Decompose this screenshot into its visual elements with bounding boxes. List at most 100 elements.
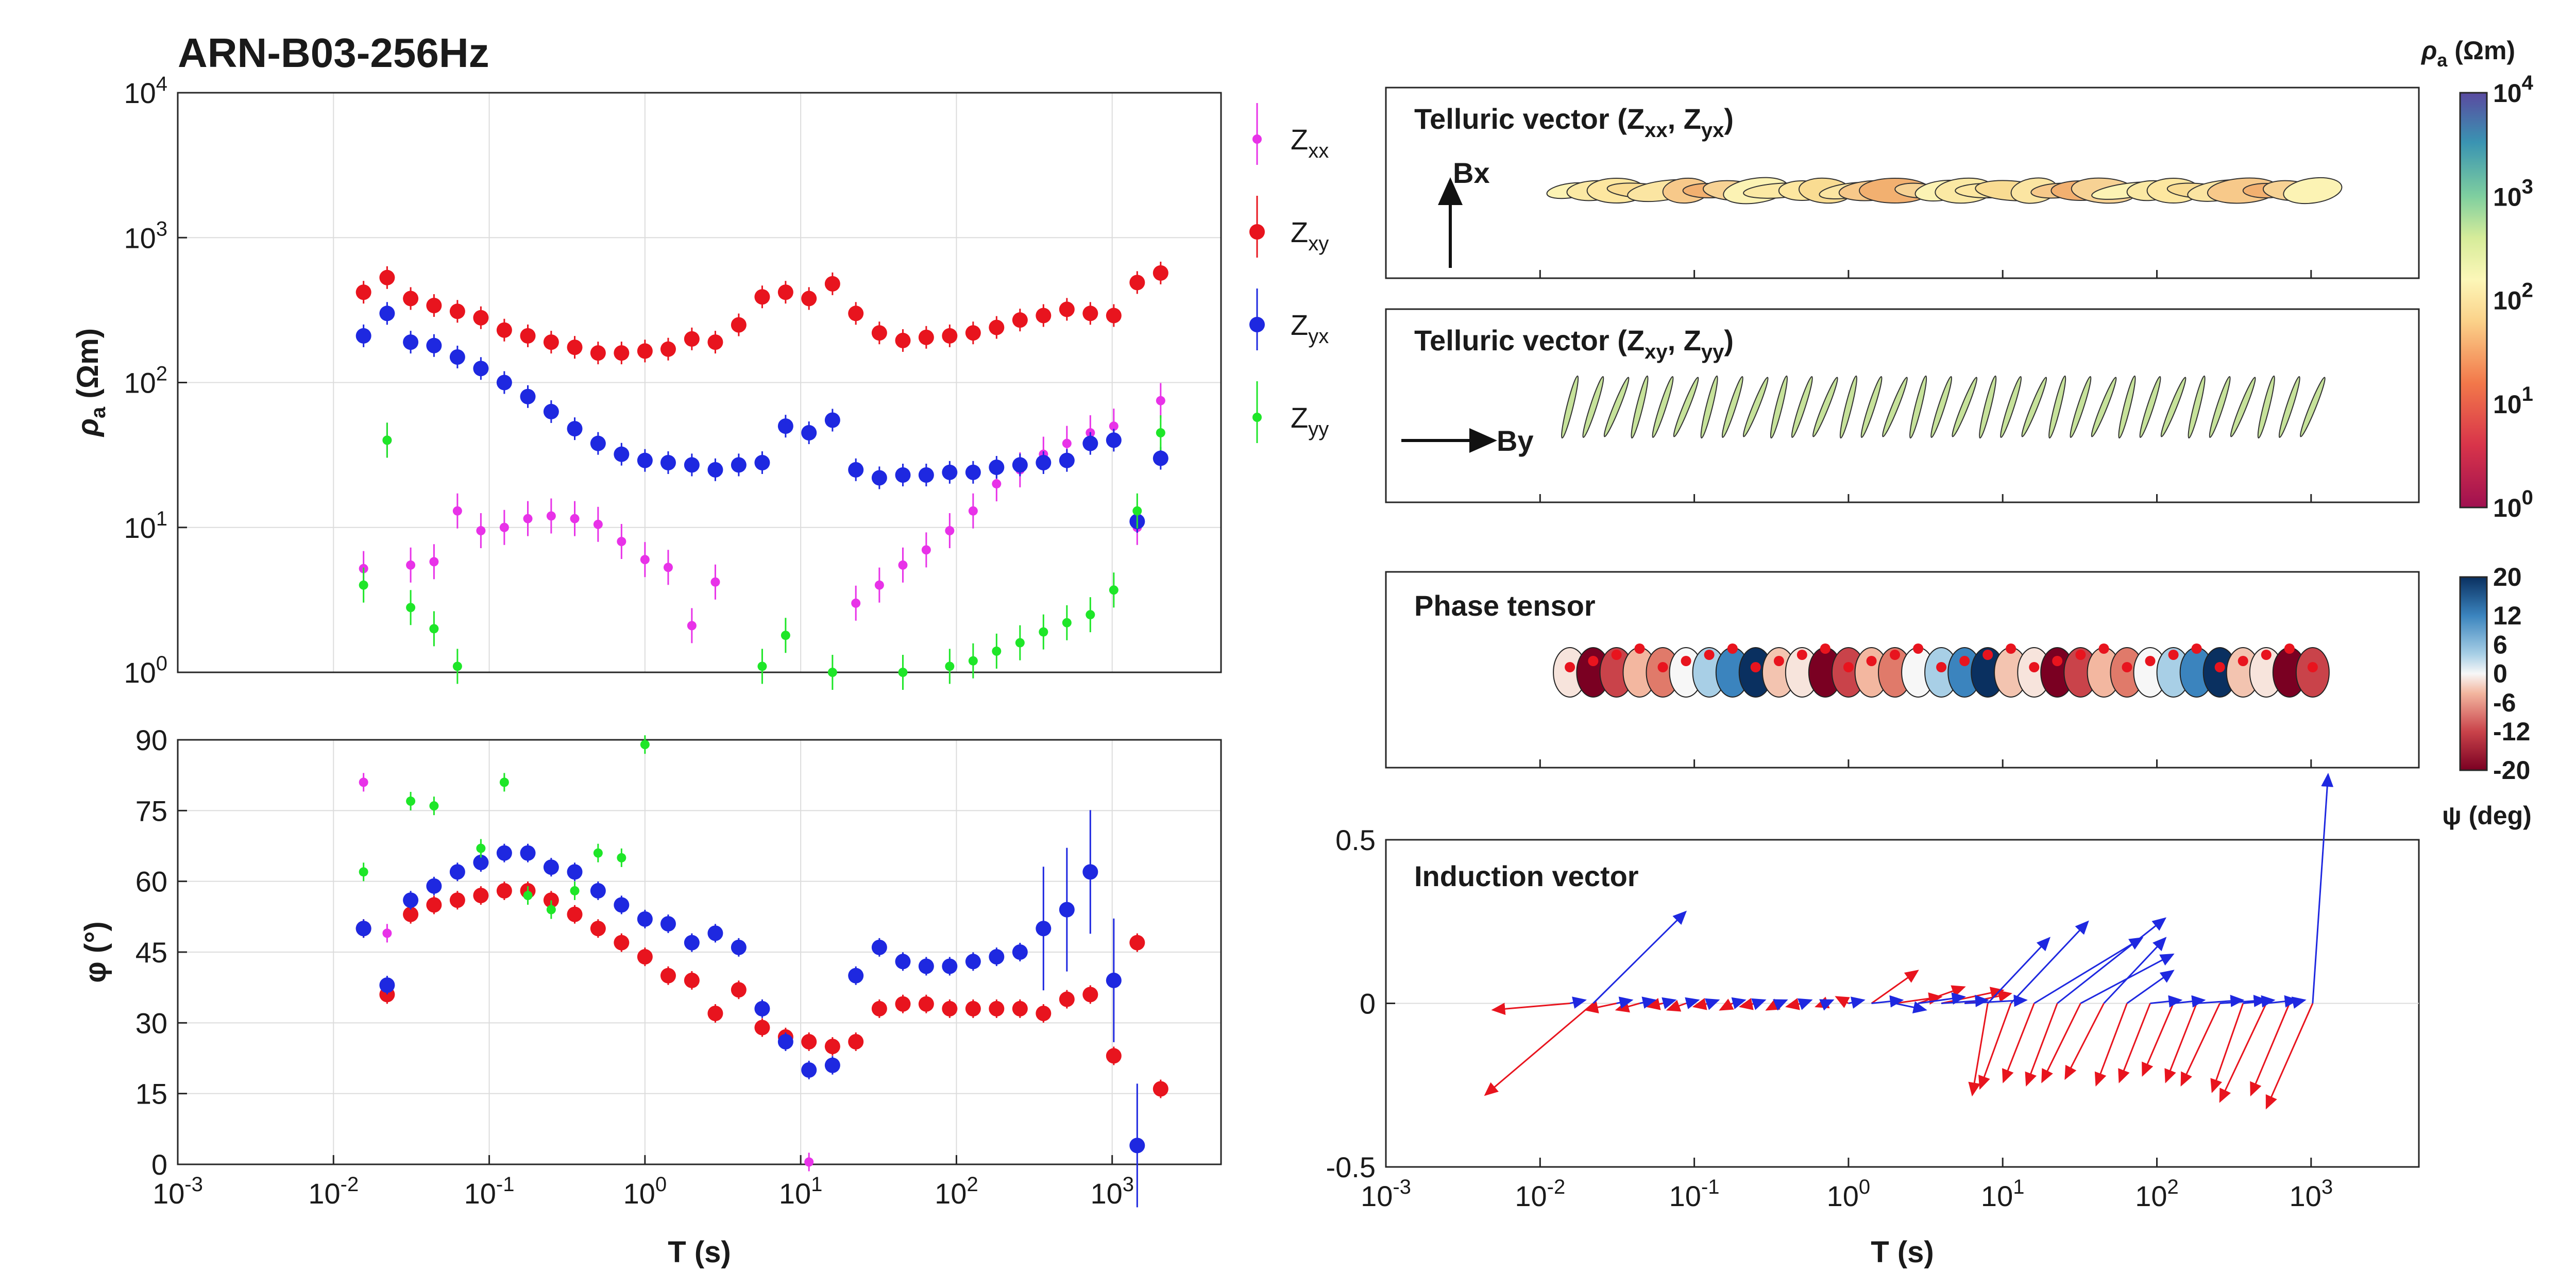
phase-point-Zxy	[754, 1020, 770, 1036]
induction-xlabel: T (s)	[1871, 1235, 1934, 1269]
by-label: By	[1497, 425, 1534, 457]
phase-tensor-marker	[1588, 656, 1599, 666]
phase-tensor-marker	[1889, 650, 1900, 660]
phase-ytick-label: 15	[135, 1078, 167, 1110]
telluric-ellipse-xy-yy	[1631, 375, 1649, 439]
rho-point-Zyy	[1015, 638, 1025, 648]
phase-xtick-label: 103	[1090, 1173, 1134, 1210]
rho-point-Zxy	[355, 284, 371, 300]
telluric-ellipse-xy-yy	[1979, 375, 1997, 439]
induction-vector-imag	[1848, 996, 1866, 1009]
phase-tensor-marker	[1820, 643, 1831, 654]
rho-point-Zyx	[426, 337, 442, 353]
rho-point-Zyx	[449, 349, 465, 365]
rho-point-Zyx	[824, 412, 840, 428]
rho-point-Zyx	[1153, 450, 1168, 466]
rho-colorbar-tick: 101	[2493, 383, 2533, 419]
induction-vector-real	[2210, 1003, 2244, 1093]
rho-point-Zyx	[496, 375, 512, 391]
induction-vector-imag	[1685, 997, 1700, 1009]
legend-label-Zyx: Zyx	[1291, 309, 1329, 348]
telluric-ellipse-xy-yy	[1770, 375, 1788, 439]
rho-point-Zyx	[355, 328, 371, 344]
rho-ytick-label: 100	[124, 652, 167, 689]
rho-point-Zyx	[543, 403, 559, 419]
phase-point-Zxy	[989, 1001, 1005, 1016]
induction-vector-real	[2025, 1003, 2058, 1087]
phase-tensor-marker	[1982, 650, 1993, 660]
rho-point-Zxx	[546, 511, 556, 521]
induction-vector-imag	[1941, 994, 1989, 1007]
rho-point-Zxx	[476, 526, 486, 536]
telluric-ellipse-xy-yy	[2209, 376, 2231, 438]
rho-point-Zyx	[1059, 452, 1075, 468]
induction-vector-real	[2180, 1003, 2221, 1087]
rho-point-Zyx	[614, 446, 630, 462]
rho-point-Zyx	[473, 361, 489, 377]
telluric-ellipse-xy-yy	[1742, 377, 1769, 437]
phase-point-Zxy	[1153, 1081, 1168, 1097]
telluric-ellipse-xy-yy	[2118, 375, 2136, 439]
phase-point-Zyx	[403, 892, 419, 908]
psi-colorbar-tick: 12	[2493, 601, 2522, 630]
phase-tensor-marker	[1959, 656, 1970, 666]
rho-point-Zxx	[710, 577, 720, 587]
rho-point-Zxy	[1012, 312, 1028, 328]
telluric-ellipse-xy-yy	[2278, 376, 2300, 438]
rho-point-Zyx	[1106, 432, 1122, 448]
phase-tensor-marker	[1797, 650, 1807, 660]
rho-point-Zxy	[637, 343, 653, 359]
telluric-ellipse-xy-yy	[2160, 377, 2187, 437]
phase-tensor-marker	[1773, 656, 1784, 666]
phase-tensor-marker	[2238, 656, 2248, 666]
phase-tensor-marker	[2307, 662, 2318, 672]
induction-vector-real	[2041, 1003, 2081, 1083]
rho-point-Zyy	[1086, 610, 1095, 620]
rho-point-Zxx	[1062, 438, 1072, 448]
induction-vector-real	[1871, 970, 1919, 1004]
rho-point-Zxy	[1059, 301, 1075, 317]
phase-tensor-marker	[2098, 643, 2109, 654]
phase-point-Zyy	[406, 796, 416, 806]
rho-point-Zxx	[921, 545, 931, 555]
rho-point-Zyx	[777, 418, 793, 434]
rho-point-Zyy	[452, 662, 462, 671]
rho-point-Zxy	[989, 319, 1005, 335]
induction-vector-real	[2219, 1003, 2267, 1103]
phase-point-Zyx	[379, 977, 395, 993]
rho-ytick-label: 103	[124, 217, 167, 254]
phase-ytick-label: 60	[135, 866, 167, 898]
phase-tensor-marker	[1936, 662, 1947, 672]
psi-colorbar-tick: -6	[2493, 688, 2516, 717]
induction-vector-real	[1484, 1003, 1594, 1096]
phase-ytick-label: 75	[135, 794, 167, 827]
rho-point-Zxy	[942, 328, 958, 344]
induction-vector-real	[2094, 1003, 2128, 1087]
rho-point-Zxx	[687, 621, 697, 631]
rho-point-Zyy	[898, 668, 908, 677]
induction-vector-real	[1584, 1001, 1617, 1013]
phase-xtick-label: 102	[935, 1173, 978, 1210]
psi-colorbar-bar	[2459, 576, 2488, 771]
rho-point-Zyy	[359, 580, 368, 590]
rho-point-Zyy	[968, 656, 978, 666]
rho-point-Zxy	[614, 345, 630, 361]
induction-vector-imag	[2243, 995, 2276, 1008]
phase-tensor-marker	[1866, 656, 1877, 666]
telluric-ellipse-xy-yy	[1561, 375, 1579, 439]
rho-point-Zyx	[965, 464, 981, 480]
phase-point-Zyx	[801, 1062, 817, 1078]
phase-point-Zxy	[543, 892, 559, 908]
phase-point-Zxy	[895, 996, 911, 1012]
induction-vector-imag	[1894, 1001, 1927, 1013]
tel2-frame	[1385, 308, 2420, 503]
rho-point-Zxx	[499, 522, 509, 532]
telluric-vector-xx-yx-panel: Telluric vector (Zxx, Zyx) Bx	[1385, 87, 2420, 279]
induction-vector-real	[2164, 1003, 2198, 1083]
induction-vector-real	[1666, 999, 1687, 1012]
phase-tensor-title: Phase tensor	[1414, 589, 1596, 622]
telluric-ellipse-xy-yy	[1882, 377, 1908, 437]
rho-point-Zyy	[1039, 627, 1048, 637]
